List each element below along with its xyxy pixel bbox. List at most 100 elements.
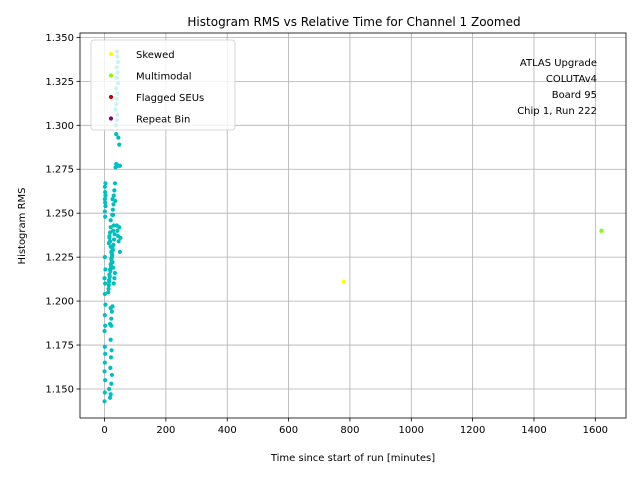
- data-point: [113, 198, 118, 203]
- data-point: [102, 255, 107, 260]
- legend: Skewed Multimodal Flagged SEUs Repeat Bin: [90, 39, 236, 131]
- legend-marker: [108, 73, 114, 78]
- data-point: [109, 348, 114, 353]
- data-point: [108, 306, 113, 311]
- data-point: [111, 237, 117, 242]
- data-point: [117, 142, 122, 147]
- data-point: [108, 337, 113, 342]
- data-point: [109, 309, 115, 314]
- data-point: [112, 270, 118, 276]
- data-point: [103, 323, 108, 328]
- x-tick-label: 1000: [399, 425, 424, 436]
- data-point: [108, 269, 113, 274]
- data-point: [117, 249, 122, 254]
- data-point: [103, 302, 108, 307]
- data-point: [111, 281, 116, 286]
- data-point: [111, 193, 116, 198]
- y-tick-label: 1.150: [45, 384, 74, 395]
- annotation-line: ATLAS Upgrade: [520, 58, 597, 69]
- x-tick-label: 200: [156, 425, 175, 436]
- data-point: [114, 223, 119, 228]
- x-tick-label: 400: [218, 425, 237, 436]
- data-point: [103, 351, 108, 356]
- data-point: [106, 286, 111, 291]
- data-point: [103, 204, 108, 209]
- data-point: [102, 399, 107, 404]
- data-point: [107, 239, 113, 244]
- y-tick-label: 1.250: [45, 209, 74, 220]
- chart-annotation: ATLAS Upgrade COLUTAv4 Board 95 Chip 1, Run…: [517, 58, 597, 117]
- data-point: [115, 233, 121, 239]
- data-point: [102, 369, 107, 374]
- data-point: [107, 233, 112, 239]
- x-tick-label: 1200: [460, 425, 485, 436]
- data-point: [117, 163, 122, 168]
- data-point: [103, 189, 108, 195]
- data-point: [107, 395, 113, 400]
- data-point: [103, 181, 108, 186]
- data-point: [103, 378, 108, 383]
- data-point: [102, 184, 107, 189]
- legend-label: Repeat Bin: [136, 115, 190, 126]
- annotation-line: COLUTAv4: [546, 74, 597, 85]
- legend-marker: [108, 51, 114, 57]
- data-point: [111, 265, 116, 270]
- y-tick-label: 1.300: [45, 121, 74, 132]
- data-point: [110, 207, 115, 212]
- data-point: [102, 344, 107, 349]
- legend-label: Flagged SEUs: [136, 93, 204, 104]
- data-point: [108, 218, 113, 223]
- data-point: [102, 313, 107, 318]
- data-point: [599, 228, 604, 233]
- data-point: [107, 230, 113, 235]
- data-point: [109, 381, 114, 386]
- data-point: [106, 290, 111, 295]
- data-point: [109, 255, 115, 260]
- data-point: [111, 202, 116, 207]
- y-tick-label: 1.350: [45, 33, 74, 44]
- data-point: [103, 200, 108, 205]
- legend-label: Multimodal: [136, 72, 192, 83]
- data-point: [107, 386, 112, 392]
- x-tick-label: 1400: [521, 425, 546, 436]
- y-tick-label: 1.175: [45, 341, 74, 352]
- y-tick-label: 1.200: [45, 297, 74, 308]
- data-point: [108, 355, 114, 360]
- data-point: [103, 267, 108, 272]
- data-point: [109, 249, 114, 254]
- y-axis-label: Histogram RMS: [17, 188, 28, 265]
- data-point: [103, 193, 108, 198]
- legend-box: [90, 39, 236, 131]
- y-tick-label: 1.325: [45, 77, 74, 88]
- data-point: [110, 260, 115, 265]
- annotation-line: Chip 1, Run 222: [517, 106, 597, 117]
- data-point: [102, 390, 107, 395]
- y-tick-label: 1.275: [45, 165, 74, 176]
- data-point: [102, 291, 107, 297]
- axes-frame: [79, 32, 627, 419]
- data-point: [108, 365, 113, 370]
- data-point: [116, 239, 121, 244]
- data-point: [111, 212, 116, 218]
- data-point: [112, 276, 117, 281]
- data-point: [103, 214, 108, 219]
- data-point: [115, 228, 120, 233]
- x-tick-label: 600: [279, 425, 298, 436]
- x-tick-label: 1600: [583, 425, 608, 436]
- data-point: [116, 135, 121, 140]
- data-point: [111, 228, 116, 233]
- data-point: [102, 276, 107, 281]
- data-point: [106, 283, 111, 288]
- x-axis-label: Time since start of run [minutes]: [270, 453, 435, 464]
- data-point: [107, 274, 112, 279]
- x-tick-label: 800: [340, 425, 359, 436]
- chart-title: Histogram RMS vs Relative Time for Chann…: [187, 15, 520, 29]
- data-point: [111, 223, 116, 228]
- legend-marker: [108, 94, 114, 100]
- data-point: [341, 279, 346, 284]
- data-point: [102, 360, 107, 365]
- data-point: [108, 392, 113, 397]
- x-tick-label: 0: [101, 425, 107, 436]
- data-point: [112, 188, 117, 193]
- legend-marker: [108, 116, 114, 121]
